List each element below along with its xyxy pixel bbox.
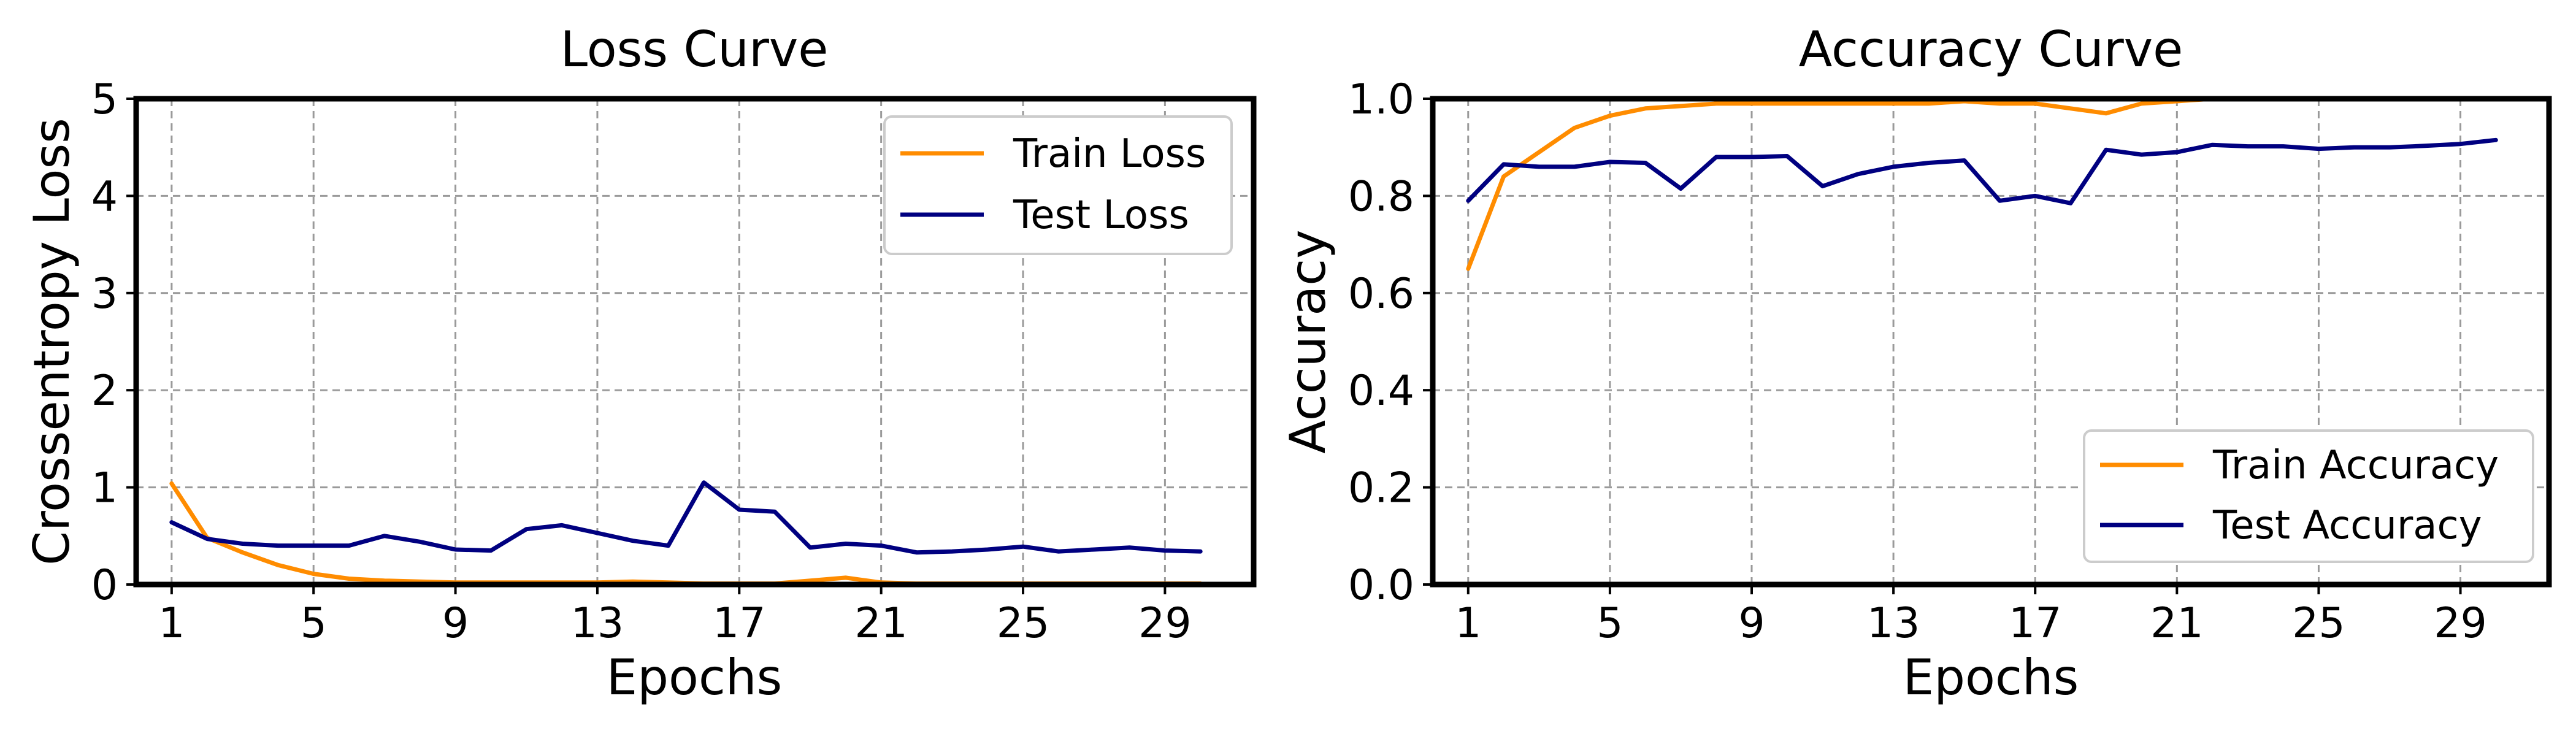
accuracy-legend: Train Accuracy Test Accuracy <box>2083 429 2534 563</box>
loss-y-tick-label: 2 <box>91 367 118 415</box>
loss-chart-title: Loss Curve <box>561 21 829 78</box>
accuracy-y-tick-label: 0.0 <box>1348 561 1414 610</box>
loss-x-tick-label: 1 <box>158 599 185 648</box>
accuracy-y-tick-label: 0.6 <box>1348 270 1414 318</box>
loss-legend-box <box>883 115 1233 255</box>
loss-x-tick-label: 21 <box>854 599 908 648</box>
legend-label-test-accuracy: Test Accuracy <box>2212 503 2482 548</box>
accuracy-x-tick-label: 21 <box>2150 599 2204 648</box>
accuracy-x-tick-label: 25 <box>2292 599 2345 648</box>
accuracy-plot-frame <box>1430 96 2552 588</box>
loss-x-tick-label: 9 <box>442 599 469 648</box>
legend-label-train-accuracy: Train Accuracy <box>2212 443 2499 488</box>
accuracy-y-tick-label: 0.2 <box>1348 464 1414 513</box>
accuracy-x-tick-label: 17 <box>2009 599 2062 648</box>
loss-x-tick-label: 17 <box>713 599 766 648</box>
accuracy-x-tick-label: 13 <box>1867 599 1920 648</box>
accuracy-axis-ticks: 1 5 9 13 17 21 25 29 0.0 0.2 0.4 0.6 0.8 1.0 <box>1348 75 2487 648</box>
accuracy-y-tick-label: 0.8 <box>1348 172 1414 221</box>
accuracy-y-axis-label: Accuracy <box>1279 229 1336 453</box>
loss-y-tick-label: 4 <box>91 172 118 221</box>
accuracy-chart-title: Accuracy Curve <box>1799 21 2183 78</box>
series-line-test-loss <box>169 480 1203 555</box>
accuracy-x-tick-label: 1 <box>1455 599 1481 648</box>
loss-x-tick-label: 5 <box>301 599 327 648</box>
legend-label-train-loss: Train Loss <box>1013 131 1206 177</box>
loss-plot-frame <box>133 96 1257 588</box>
accuracy-y-tick-label: 1.0 <box>1348 75 1414 124</box>
loss-y-tick-label: 3 <box>91 270 118 318</box>
accuracy-x-tick-label: 5 <box>1597 599 1623 648</box>
loss-x-tick-label: 29 <box>1138 599 1192 648</box>
loss-legend: Train Loss Test Loss <box>883 115 1233 255</box>
loss-y-tick-label: 0 <box>91 561 118 610</box>
accuracy-x-tick-label: 29 <box>2434 599 2487 648</box>
loss-x-axis-label: Epochs <box>607 649 783 706</box>
loss-y-axis-label: Crossentropy Loss <box>23 118 80 565</box>
accuracy-x-axis-label: Epochs <box>1903 649 2079 706</box>
accuracy-x-tick-label: 9 <box>1738 599 1765 648</box>
loss-x-tick-label: 25 <box>997 599 1050 648</box>
accuracy-y-tick-label: 0.4 <box>1348 367 1414 415</box>
accuracy-chart-panel: Accuracy Curve 1 5 9 13 17 21 25 29 0.0 0.2 0.4 0.6… <box>1279 21 2552 706</box>
series-line-test-accuracy <box>1466 137 2498 205</box>
loss-y-tick-label: 1 <box>91 464 118 513</box>
loss-y-tick-label: 5 <box>91 75 118 124</box>
loss-x-tick-label: 13 <box>571 599 624 648</box>
accuracy-legend-box <box>2083 429 2534 563</box>
legend-label-test-loss: Test Loss <box>1013 193 1189 238</box>
